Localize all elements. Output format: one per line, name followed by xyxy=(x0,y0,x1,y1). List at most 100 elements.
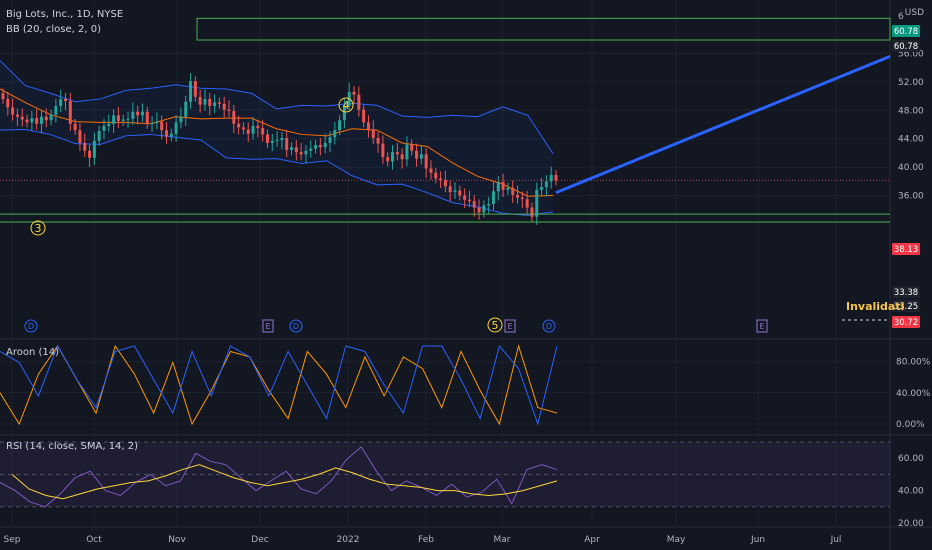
candle-body xyxy=(68,101,72,124)
candle-body xyxy=(189,81,193,102)
candle-body xyxy=(544,181,548,187)
candle-body xyxy=(381,143,385,158)
candle-body xyxy=(491,191,495,205)
rsi-tick-label: 40.00 xyxy=(898,487,924,497)
rsi-pane[interactable] xyxy=(0,441,890,508)
badge-33-38 xyxy=(892,286,920,298)
badge-33-25-text: 33.25 xyxy=(894,302,918,312)
event-marker-label: E xyxy=(507,322,512,331)
candle-body xyxy=(270,140,274,143)
candle-body xyxy=(121,119,125,121)
candle-body xyxy=(261,128,265,135)
candle-body xyxy=(549,174,553,182)
aroon-series-0 xyxy=(0,344,558,426)
candle-body xyxy=(453,190,457,192)
candle-body xyxy=(362,109,366,123)
rsi-legend[interactable]: RSI (14, close, SMA, 14, 2) xyxy=(6,441,139,452)
candle-body xyxy=(352,91,356,95)
candle-body xyxy=(39,116,43,124)
price-tick-label: 56.00 xyxy=(898,50,924,60)
candle-body xyxy=(294,147,298,153)
candle-body xyxy=(496,182,500,192)
time-tick-label: Feb xyxy=(418,535,434,545)
candle-body xyxy=(285,137,289,151)
badge-60-78-lower-text: 60.78 xyxy=(894,42,918,52)
candle-body xyxy=(410,144,414,151)
candle-body xyxy=(112,115,116,124)
earnings-marker xyxy=(504,319,516,333)
candle-body xyxy=(11,107,15,115)
candle-body xyxy=(419,154,423,159)
candle-body xyxy=(203,98,207,105)
candle-body xyxy=(540,186,544,190)
candle-body xyxy=(208,98,212,107)
time-tick-label: 2022 xyxy=(337,535,360,545)
event-marker-label: D xyxy=(546,322,552,331)
price-tick-label: 52.00 xyxy=(898,78,924,88)
candle-body xyxy=(49,114,53,121)
candle-body xyxy=(217,102,221,104)
candle-body xyxy=(131,111,135,119)
badge-60-78-upper-text: 60.78 xyxy=(894,27,918,37)
candle-body xyxy=(265,134,269,143)
aroon-legend[interactable]: Aroon (14) xyxy=(6,347,60,358)
candle-body xyxy=(554,174,558,181)
resistance-zone-rect xyxy=(196,17,891,41)
badge-33-25 xyxy=(892,300,920,312)
time-tick-label: Jun xyxy=(750,535,765,545)
time-tick-label: May xyxy=(667,535,686,545)
badge-30-72-text: 30.72 xyxy=(894,318,918,328)
candle-body xyxy=(44,116,48,121)
wave-label-5: 5 xyxy=(492,319,499,332)
bb-legend[interactable]: BB (20, close, 2, 0) xyxy=(6,24,101,35)
candle-body xyxy=(511,187,515,195)
candle-body xyxy=(304,150,308,155)
candle-body xyxy=(241,127,245,130)
candle-body xyxy=(30,118,34,123)
candle-body xyxy=(280,137,284,141)
aroon-tick-label: 40.00% xyxy=(896,389,931,399)
candle-body xyxy=(290,147,294,151)
aroon-tick-label: 80.00% xyxy=(896,358,931,368)
candle-body xyxy=(318,145,322,148)
dividend-marker xyxy=(24,319,38,333)
candle-body xyxy=(472,201,476,208)
target-trend-line xyxy=(555,54,891,195)
axes: Sep Oct Nov Dec 2022 Feb Mar Apr May Jun Jul 56.00 5… xyxy=(4,12,931,545)
candle-body xyxy=(1,93,5,99)
currency-label: USD xyxy=(904,8,924,18)
symbol-legend[interactable]: Big Lots, Inc., 1D, NYSE xyxy=(6,9,124,20)
candle-body xyxy=(184,101,188,117)
candle-body xyxy=(516,194,520,198)
candle-body xyxy=(400,154,404,160)
rsi-tick-label: 20.00 xyxy=(898,519,924,529)
candle-body xyxy=(150,123,154,125)
candle-body xyxy=(501,182,505,190)
candle-body xyxy=(15,114,19,117)
candle-body xyxy=(20,116,24,120)
candle-body xyxy=(25,119,29,123)
price-tick-label: 36.00 xyxy=(898,192,924,202)
candle-body xyxy=(386,157,390,162)
rsi-tick-label: 60.00 xyxy=(898,454,924,464)
time-tick-label: Oct xyxy=(86,535,102,545)
event-marker-label: D xyxy=(293,322,299,331)
aroon-pane[interactable] xyxy=(0,344,558,426)
candle-body xyxy=(434,172,438,179)
candle-body xyxy=(140,111,144,116)
price-tick-label: 44.00 xyxy=(898,135,924,145)
candle-body xyxy=(342,106,346,121)
candle-body xyxy=(506,187,510,190)
candle-body xyxy=(467,199,471,202)
rsi-series-1 xyxy=(11,464,558,500)
badge-last-price-text: 38.13 xyxy=(894,245,918,255)
candle-body xyxy=(246,129,250,134)
candle-body xyxy=(535,189,539,217)
candle-body xyxy=(530,207,534,217)
candle-body xyxy=(371,129,375,138)
bollinger-lower xyxy=(0,128,554,216)
price-pane[interactable]: 3 4 5 D E D E D E xyxy=(0,17,891,333)
wave-label-3: 3 xyxy=(35,222,42,235)
dividend-marker xyxy=(289,319,303,333)
